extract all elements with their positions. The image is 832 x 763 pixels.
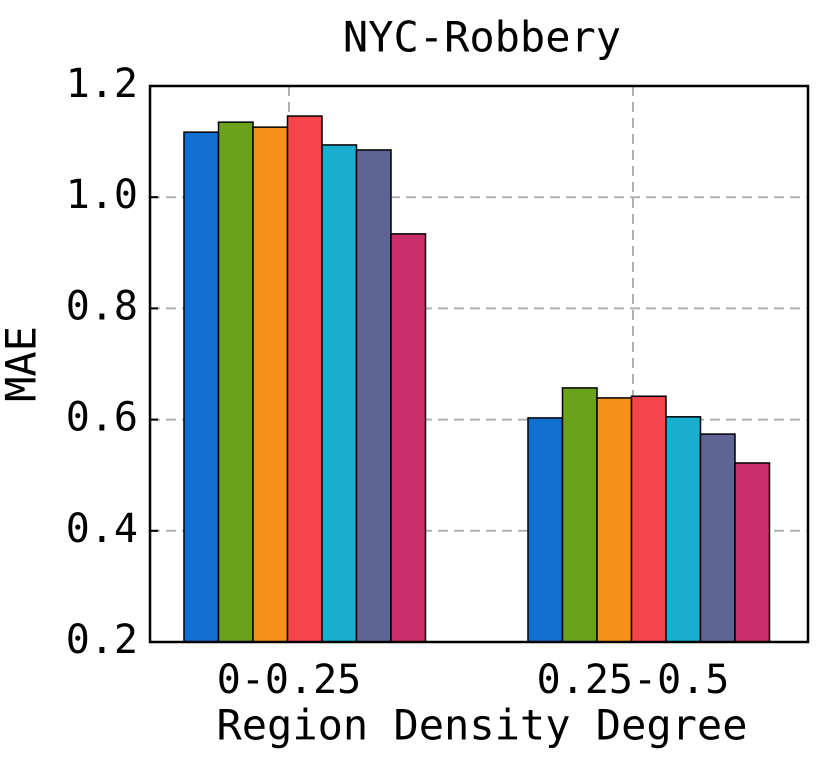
x-tick-label: 0.25-0.5 xyxy=(537,657,730,703)
bar xyxy=(699,433,736,643)
x-axis-label: Region Density Degree xyxy=(216,701,747,750)
y-tick-label: 0.2 xyxy=(66,617,138,663)
bar xyxy=(630,395,667,643)
bar xyxy=(390,233,427,643)
chart-title: NYC-Robbery xyxy=(343,13,621,62)
bar xyxy=(321,144,358,643)
bar xyxy=(734,462,771,643)
bar xyxy=(252,126,289,643)
y-tick-label: 1.2 xyxy=(66,61,138,107)
bar xyxy=(183,131,220,643)
bar xyxy=(355,149,392,643)
plot-frame xyxy=(148,84,810,644)
bar xyxy=(286,115,323,643)
y-axis-label: MAE xyxy=(0,326,46,402)
y-tick-label: 0.6 xyxy=(66,395,138,441)
y-tick-label: 1.0 xyxy=(66,172,138,218)
y-tick-label: 0.8 xyxy=(66,283,138,329)
bar xyxy=(527,417,564,643)
y-tick-label: 0.4 xyxy=(66,506,138,552)
bar xyxy=(596,397,633,643)
x-tick-label: 0-0.25 xyxy=(217,657,362,703)
bar xyxy=(217,121,254,643)
bar xyxy=(561,387,598,643)
bar xyxy=(665,416,702,643)
